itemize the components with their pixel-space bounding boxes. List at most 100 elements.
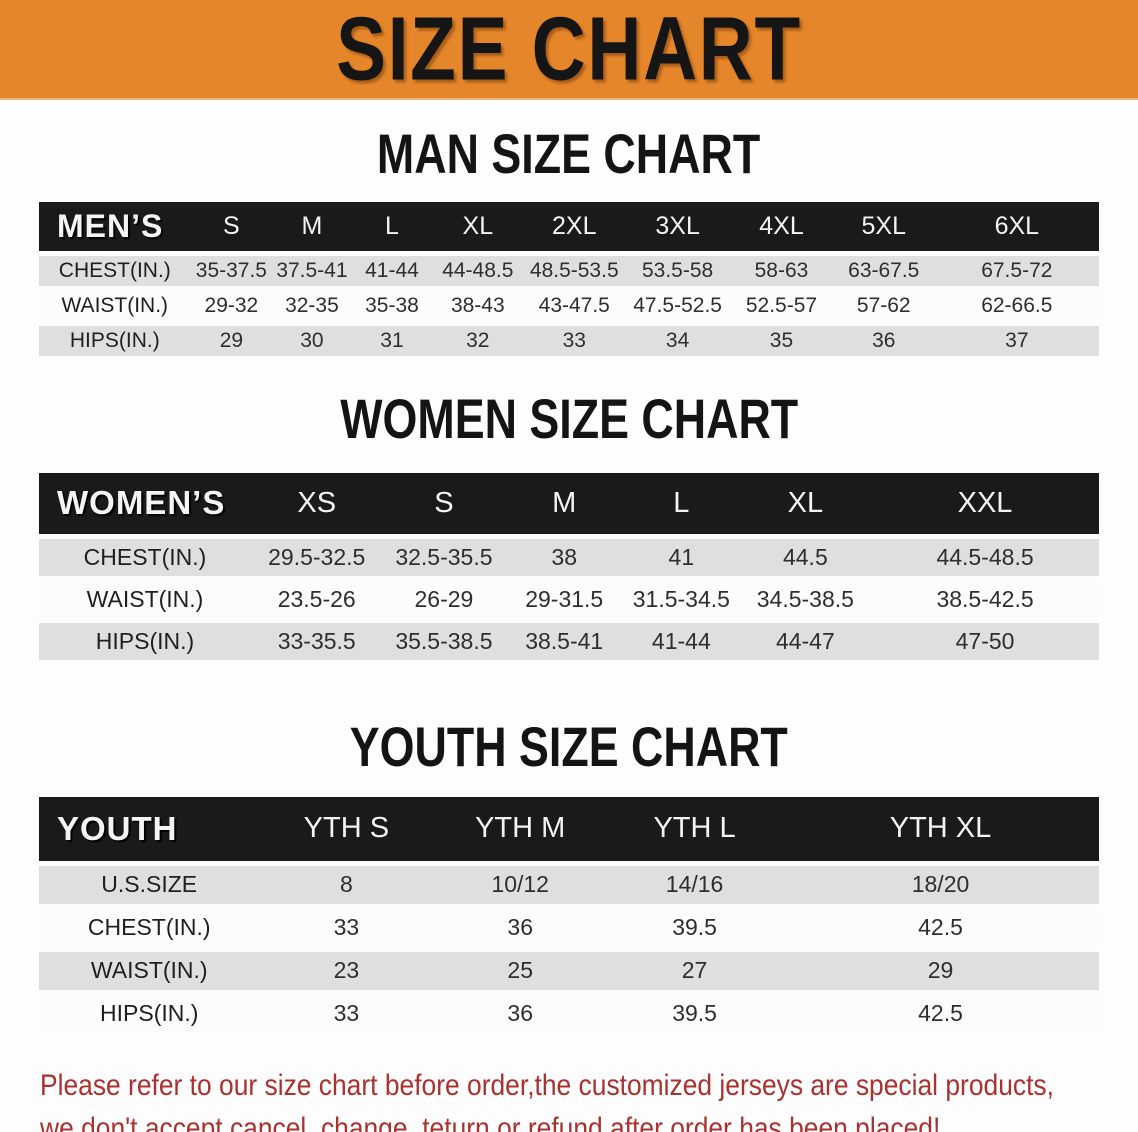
men-table-row: HIPS(IN.) 29 30 31 32 33 34 35 36 37	[39, 323, 1099, 361]
youth-cell-value: 29	[782, 949, 1099, 995]
men-cell-value: 53.5-58	[625, 253, 731, 291]
women-column-header: L	[623, 472, 740, 539]
men-column-header: 4XL	[730, 202, 833, 256]
women-table-row: CHEST(IN.) 29.5-32.5 32.5-35.5 38 41 44.5 44.5…	[39, 536, 1099, 581]
men-cell-value: 52.5-57	[730, 288, 833, 326]
women-cell-value: 44-47	[739, 620, 872, 665]
youth-cell-value: 10/12	[433, 863, 608, 909]
youth-header-row: YOUTH YTH S YTH M YTH L YTH XL	[39, 797, 1099, 866]
women-row-label: WAIST(IN.)	[39, 578, 251, 623]
men-cell-value: 34	[625, 323, 731, 361]
youth-table-row: WAIST(IN.) 23 25 27 29	[39, 949, 1099, 995]
women-table-row: HIPS(IN.) 33-35.5 35.5-38.5 38.5-41 41-44 44-…	[39, 620, 1099, 665]
men-header-row: MEN’S S M L XL 2XL 3XL 4XL 5XL 6XL	[39, 202, 1099, 256]
women-section-title: WOMEN SIZE CHART	[0, 386, 1138, 450]
youth-cell-value: 25	[433, 949, 608, 995]
women-cell-value: 38	[505, 536, 624, 581]
women-cell-value: 23.5-26	[251, 578, 383, 623]
women-section-title-text: WOMEN SIZE CHART	[340, 386, 798, 450]
men-cell-value: 33	[523, 323, 626, 361]
women-cell-value: 32.5-35.5	[382, 536, 506, 581]
youth-cell-value: 23	[259, 949, 434, 995]
men-table-row: CHEST(IN.) 35-37.5 37.5-41 41-44 44-48.5 48.5…	[39, 253, 1099, 291]
men-cell-value: 41-44	[351, 253, 433, 291]
youth-table-row: HIPS(IN.) 33 36 39.5 42.5	[39, 992, 1099, 1038]
men-cell-value: 48.5-53.5	[523, 253, 626, 291]
women-column-header: XXL	[871, 472, 1099, 539]
women-cell-value: 26-29	[382, 578, 506, 623]
men-cell-value: 35-38	[351, 288, 433, 326]
youth-table-row: U.S.SIZE 8 10/12 14/16 18/20	[39, 863, 1099, 909]
youth-row-label: WAIST(IN.)	[39, 949, 260, 995]
order-disclaimer-note: Please refer to our size chart before or…	[40, 1064, 1138, 1132]
men-cell-value: 63-67.5	[832, 253, 935, 291]
men-cell-value: 30	[272, 323, 352, 361]
banner-title: SIZE CHART	[336, 0, 802, 99]
men-row-label: HIPS(IN.)	[39, 323, 191, 361]
youth-section-title-text: YOUTH SIZE CHART	[349, 715, 789, 778]
men-cell-value: 35	[730, 323, 833, 361]
youth-cell-value: 8	[259, 863, 434, 909]
men-row-label: WAIST(IN.)	[39, 288, 191, 326]
men-cell-value: 67.5-72	[934, 253, 1099, 291]
men-section-title: MAN SIZE CHART	[0, 126, 1138, 182]
women-cell-value: 34.5-38.5	[739, 578, 872, 623]
youth-row-label: U.S.SIZE	[39, 863, 260, 909]
youth-cell-value: 33	[259, 992, 434, 1038]
men-cell-value: 57-62	[832, 288, 935, 326]
men-cell-value: 37	[934, 323, 1099, 361]
men-cell-value: 43-47.5	[523, 288, 626, 326]
youth-row-label: CHEST(IN.)	[39, 906, 260, 952]
men-column-header: 3XL	[625, 202, 731, 256]
men-table-row: WAIST(IN.) 29-32 32-35 35-38 38-43 43-47.5 47.…	[39, 288, 1099, 326]
women-row-label: CHEST(IN.)	[39, 536, 251, 581]
men-section-title-text: MAN SIZE CHART	[377, 122, 761, 185]
youth-cell-value: 42.5	[782, 906, 1099, 952]
men-cell-value: 29-32	[190, 288, 273, 326]
women-cell-value: 47-50	[871, 620, 1099, 665]
youth-table-corner-label: YOUTH	[39, 797, 260, 866]
men-cell-value: 38-43	[432, 288, 524, 326]
women-table-corner-label: WOMEN’S	[39, 472, 251, 539]
youth-table-row: CHEST(IN.) 33 36 39.5 42.5	[39, 906, 1099, 952]
women-cell-value: 33-35.5	[251, 620, 383, 665]
men-cell-value: 62-66.5	[934, 288, 1099, 326]
women-cell-value: 29.5-32.5	[251, 536, 383, 581]
men-column-header: M	[272, 202, 352, 256]
women-cell-value: 38.5-42.5	[871, 578, 1099, 623]
men-cell-value: 32	[432, 323, 524, 361]
men-column-header: 6XL	[934, 202, 1099, 256]
youth-cell-value: 36	[433, 992, 608, 1038]
youth-section-title: YOUTH SIZE CHART	[0, 719, 1138, 775]
order-disclaimer-line-2: we don't accept cancel, change, teturn o…	[40, 1111, 941, 1132]
men-cell-value: 37.5-41	[272, 253, 352, 291]
youth-column-header: YTH L	[607, 797, 783, 866]
women-table-row: WAIST(IN.) 23.5-26 26-29 29-31.5 31.5-34.5 34…	[39, 578, 1099, 623]
youth-column-header: YTH XL	[782, 797, 1099, 866]
women-column-header: S	[382, 472, 506, 539]
men-cell-value: 36	[832, 323, 935, 361]
men-column-header: 5XL	[832, 202, 935, 256]
women-cell-value: 35.5-38.5	[382, 620, 506, 665]
youth-cell-value: 14/16	[607, 863, 783, 909]
men-size-table: MEN’S S M L XL 2XL 3XL 4XL 5XL 6XL CHEST(IN.) 35-37…	[39, 202, 1099, 361]
youth-column-header: YTH S	[259, 797, 434, 866]
youth-cell-value: 39.5	[607, 992, 783, 1038]
women-cell-value: 41	[623, 536, 740, 581]
women-header-row: WOMEN’S XS S M L XL XXL	[39, 472, 1099, 539]
men-cell-value: 58-63	[730, 253, 833, 291]
men-column-header: L	[351, 202, 433, 256]
men-row-label: CHEST(IN.)	[39, 253, 191, 291]
women-row-label: HIPS(IN.)	[39, 620, 251, 665]
women-cell-value: 41-44	[623, 620, 740, 665]
youth-cell-value: 18/20	[782, 863, 1099, 909]
men-cell-value: 35-37.5	[190, 253, 273, 291]
youth-cell-value: 36	[433, 906, 608, 952]
order-disclaimer-line-1: Please refer to our size chart before or…	[40, 1068, 1054, 1102]
men-cell-value: 47.5-52.5	[625, 288, 731, 326]
women-cell-value: 31.5-34.5	[623, 578, 740, 623]
men-cell-value: 29	[190, 323, 273, 361]
women-cell-value: 44.5	[739, 536, 872, 581]
youth-size-table: YOUTH YTH S YTH M YTH L YTH XL U.S.SIZE 8 10/12…	[39, 797, 1099, 1038]
youth-cell-value: 33	[259, 906, 434, 952]
